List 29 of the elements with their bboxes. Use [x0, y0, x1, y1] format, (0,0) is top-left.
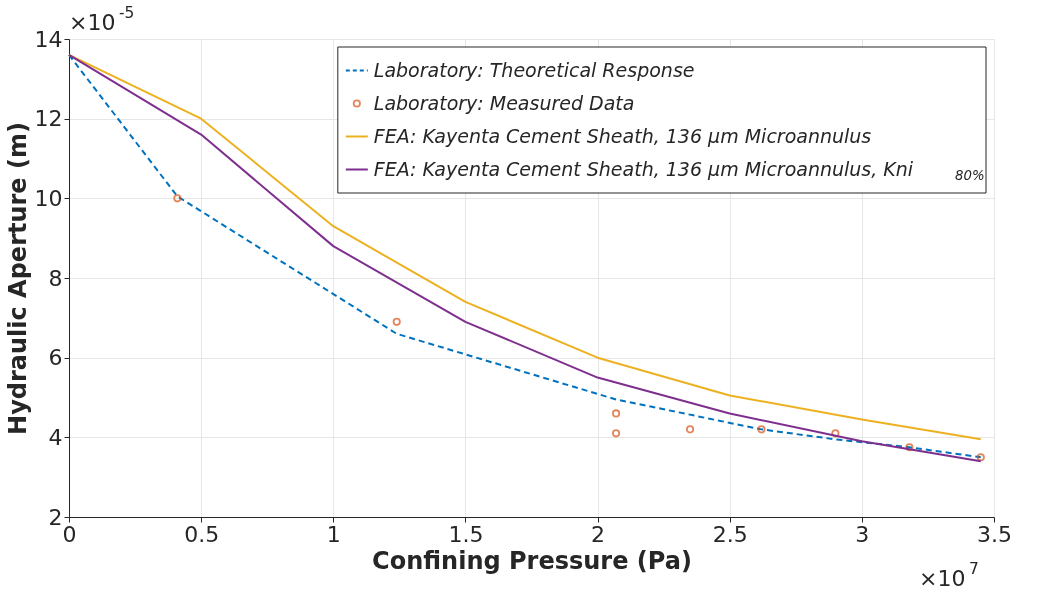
point	[831, 429, 840, 438]
y-tick-label: 2	[48, 504, 63, 530]
y-tick-label: 14	[34, 26, 63, 52]
point	[173, 194, 182, 203]
y-tick-label: 12	[34, 106, 63, 132]
x-tick-label: 3	[855, 521, 870, 547]
x-tick-label: 1.5	[448, 521, 484, 547]
legend-label: Laboratory: Measured Data	[373, 91, 635, 114]
x-axis-title: Confining Pressure (Pa)	[372, 546, 692, 575]
x-tick-label: 2	[591, 521, 606, 547]
y-tick-label: 10	[34, 185, 63, 211]
x-tick-label: 1	[326, 521, 341, 547]
point	[392, 317, 401, 326]
legend-label: FEA: Kayenta Cement Sheath, 136 μm Microannulus	[373, 124, 872, 147]
x-tick-label: 2.5	[712, 521, 748, 547]
x-tick-label: 0	[62, 521, 77, 547]
y-tick-label: 4	[48, 424, 63, 450]
point	[612, 409, 621, 418]
x-tick-label: 0.5	[184, 521, 220, 547]
legend-label: Laboratory: Theoretical Response	[373, 58, 695, 81]
point	[612, 429, 621, 438]
x-tick-label: 3.5	[977, 521, 1012, 547]
y-tick-label: 8	[48, 265, 63, 291]
point	[686, 425, 695, 434]
point	[976, 453, 985, 462]
y-axis-title: Hydraulic Aperture (m)	[3, 122, 32, 435]
point	[757, 425, 766, 434]
y-tick-label: 6	[48, 345, 63, 371]
point	[905, 443, 914, 452]
